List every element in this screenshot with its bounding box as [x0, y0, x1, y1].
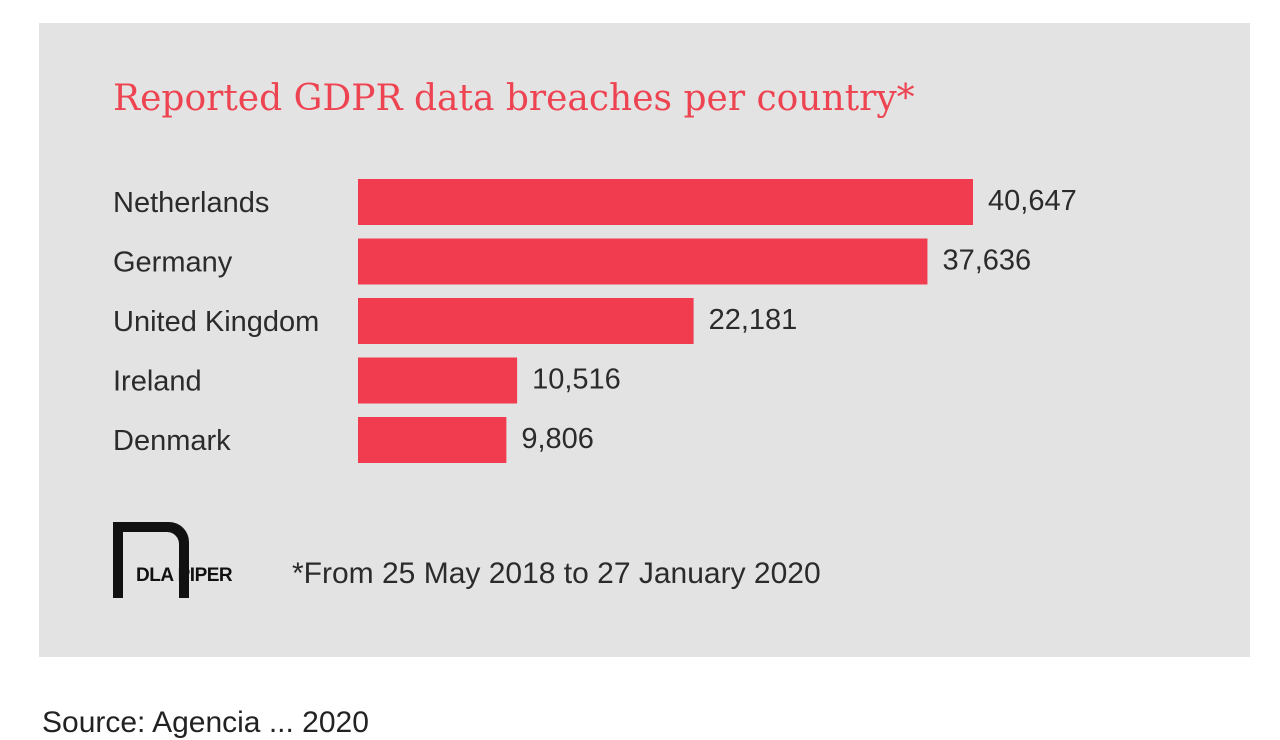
bar-denmark: [358, 417, 507, 463]
category-label: United Kingdom: [113, 306, 319, 338]
dla-piper-logo: [113, 522, 189, 598]
chart-title: Reported GDPR data breaches per country*: [113, 78, 915, 119]
source-line: Source: Agencia ... 2020: [42, 706, 369, 739]
value-label: 10,516: [532, 364, 621, 396]
value-label: 37,636: [942, 245, 1031, 277]
logo-mark-icon: [113, 522, 189, 598]
value-label: 22,181: [709, 304, 798, 336]
value-label: 40,647: [988, 185, 1077, 217]
category-label: Netherlands: [113, 187, 269, 219]
logo-text: DLA PIPER: [136, 565, 233, 586]
bar-germany: [358, 238, 928, 285]
bar-united-kingdom: [358, 298, 694, 344]
footnote: *From 25 May 2018 to 27 January 2020: [292, 557, 821, 590]
value-label: 9,806: [521, 423, 594, 455]
bar-netherlands: [358, 179, 973, 225]
bar-chart: Netherlands 40,647 Germany 37,636 United Kin…: [113, 179, 1077, 463]
bar-ireland: [358, 357, 518, 404]
category-label: Germany: [113, 247, 233, 279]
chart-card: Reported GDPR data breaches per country*…: [39, 23, 1250, 657]
category-label: Ireland: [113, 366, 202, 398]
category-label: Denmark: [113, 425, 231, 457]
